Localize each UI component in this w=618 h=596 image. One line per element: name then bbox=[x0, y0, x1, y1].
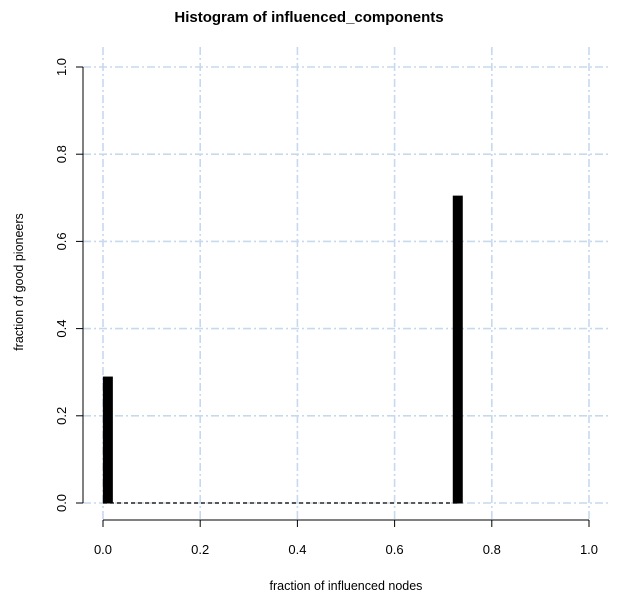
y-tick-label: 0.6 bbox=[54, 232, 69, 250]
x-tick-label: 0.6 bbox=[386, 542, 404, 557]
y-tick-label: 0.2 bbox=[54, 407, 69, 425]
y-tick-label: 0.8 bbox=[54, 145, 69, 163]
x-tick-label: 0.0 bbox=[94, 542, 112, 557]
y-axis-label: fraction of good pioneers bbox=[12, 213, 26, 351]
axes: 0.0 0.2 0.4 0.6 0.8 1.0 0.0 0.2 0.4 0.6 0.8 1.0 bbox=[54, 58, 598, 557]
histogram-bar-2 bbox=[453, 196, 463, 504]
x-tick-label: 1.0 bbox=[580, 542, 598, 557]
x-tick-label: 0.8 bbox=[483, 542, 501, 557]
grid-lines bbox=[83, 47, 608, 520]
x-tick-label: 0.2 bbox=[191, 542, 209, 557]
chart-title: Histogram of influenced_components bbox=[174, 9, 443, 26]
x-tick-label: 0.4 bbox=[288, 542, 306, 557]
histogram-bar-1 bbox=[103, 377, 113, 504]
y-tick-label: 1.0 bbox=[54, 58, 69, 76]
x-axis-label: fraction of influenced nodes bbox=[270, 579, 423, 593]
y-tick-label: 0.0 bbox=[54, 494, 69, 512]
y-tick-label: 0.4 bbox=[54, 320, 69, 338]
